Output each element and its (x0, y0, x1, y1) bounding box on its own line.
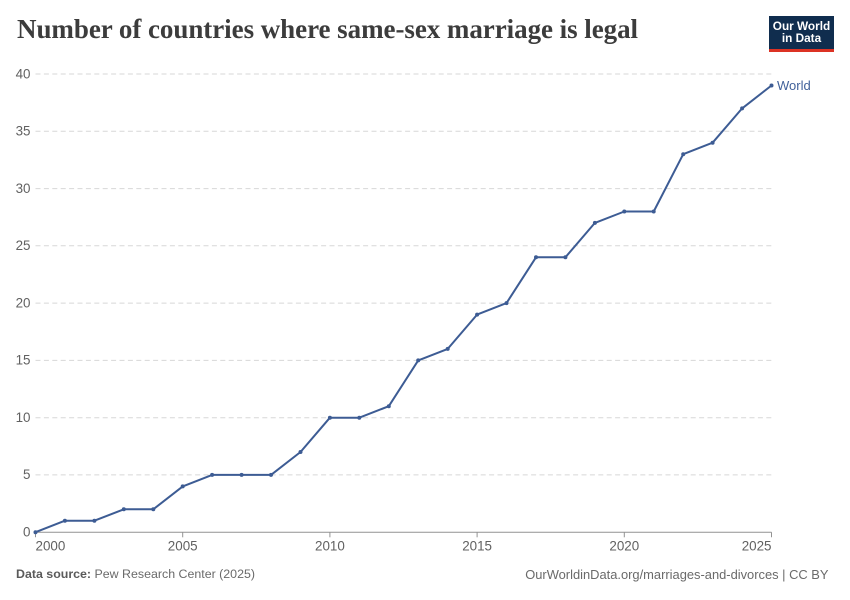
svg-text:20: 20 (16, 295, 31, 310)
svg-text:30: 30 (16, 181, 31, 196)
svg-text:2010: 2010 (315, 539, 345, 554)
svg-text:2015: 2015 (462, 539, 492, 554)
svg-text:25: 25 (16, 238, 31, 253)
svg-text:10: 10 (16, 410, 31, 425)
svg-text:40: 40 (16, 66, 31, 81)
svg-text:15: 15 (16, 353, 31, 368)
svg-text:2020: 2020 (609, 539, 639, 554)
svg-text:2005: 2005 (168, 539, 198, 554)
svg-text:2000: 2000 (36, 539, 66, 554)
svg-text:35: 35 (16, 124, 31, 139)
svg-text:5: 5 (23, 467, 30, 482)
svg-text:2025: 2025 (742, 539, 772, 554)
svg-text:World: World (777, 78, 811, 93)
svg-text:0: 0 (23, 525, 30, 540)
